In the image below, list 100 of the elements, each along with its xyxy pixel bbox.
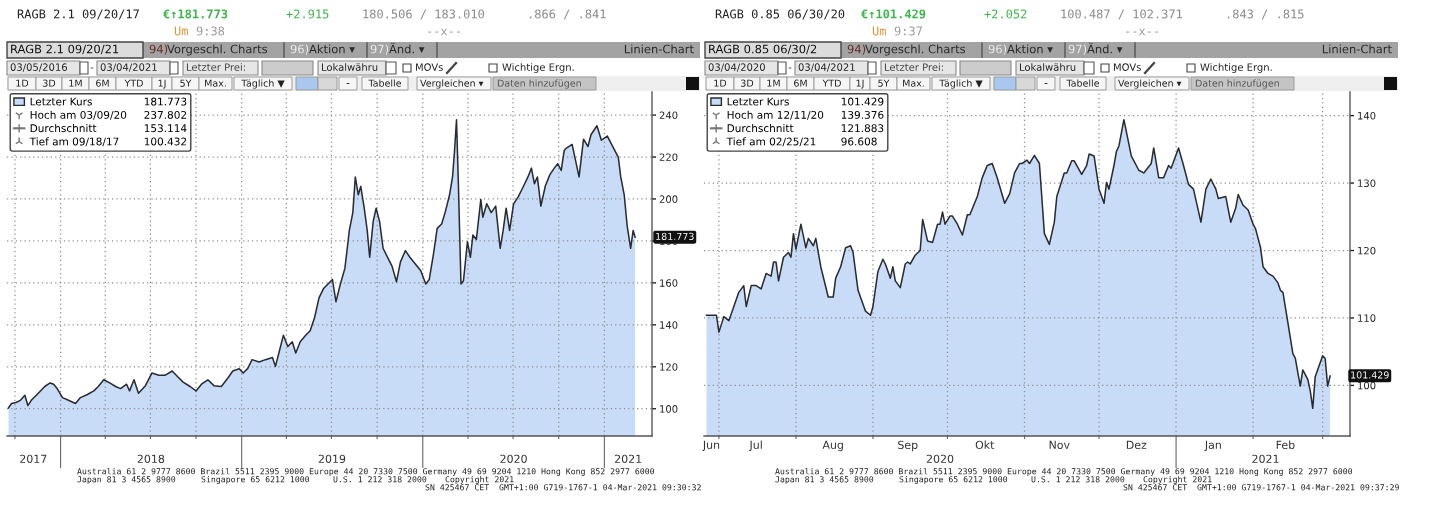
- annotation: 101.429: [841, 97, 884, 106]
- chart-title: RAGB 2.1 09/20/17: [17, 9, 139, 20]
- text: 03/04/2020: [708, 63, 765, 72]
- text: RAGB 0.85 06/30/2: [709, 44, 817, 55]
- y-tick-label: 110: [1358, 314, 1376, 322]
- text: Japan 81 3 4565 8900: [77, 476, 176, 484]
- x-tick-label: 2020: [500, 454, 527, 464]
- text: 97): [1068, 44, 1087, 55]
- y-tick-label: 130: [1358, 179, 1376, 187]
- text: U.S. 1 212 318 2000: [1031, 476, 1125, 483]
- text: .843 / .815: [1227, 9, 1304, 20]
- text: 96): [290, 44, 309, 55]
- x-tick-label: Dez: [1126, 440, 1147, 450]
- text: Änd. ▾: [1087, 42, 1123, 54]
- annotation: Hoch am 12/11/20: [727, 110, 824, 120]
- text: Japan 81 3 4565 8900: [775, 476, 874, 484]
- text: U.S. 1 212 318 2000: [333, 476, 427, 483]
- text: Linien-Chart: [1322, 44, 1392, 54]
- text: Vergleichen ▾: [420, 79, 484, 89]
- text: Wichtige Ergn.: [1200, 63, 1272, 73]
- annotation: 96.608: [841, 137, 877, 146]
- text: SN 425467 CET GMT+1:00 G719-1767-1 04-Mar-2021 09:37:29: [1123, 484, 1399, 491]
- text: 100.487 / 102.371: [1061, 9, 1182, 20]
- y-tick-label: 100: [1358, 381, 1376, 390]
- x-tick-label: 2021: [614, 454, 642, 464]
- y-tick-label: 140: [660, 321, 678, 329]
- text: 9:38: [196, 26, 225, 36]
- text: 3D: [43, 79, 56, 87]
- x-tick-label: 2017: [20, 454, 47, 464]
- y-tick-label: 120: [1358, 246, 1376, 255]
- text: 1J: [856, 79, 864, 89]
- text: MOVs: [1113, 63, 1141, 71]
- chart-title: RAGB 0.85 06/30/20: [715, 9, 845, 20]
- text: YTD: [124, 79, 143, 87]
- annotation: 237.802: [144, 110, 187, 119]
- annotation: 101.429: [1351, 371, 1389, 379]
- y-tick-label: 140: [1358, 111, 1376, 120]
- text: Max.: [205, 79, 226, 87]
- text: Wichtige Ergn.: [502, 63, 574, 73]
- text: Singapore 65 6212 1000: [201, 476, 310, 484]
- text: Um: [872, 26, 886, 36]
- text: Tabelle: [368, 79, 402, 87]
- text: 94): [149, 44, 168, 55]
- x-tick-label: Aug: [822, 440, 843, 452]
- annotation: Tief am 02/25/21: [726, 137, 816, 147]
- text: -: [788, 67, 792, 69]
- text: 6M: [794, 79, 807, 87]
- text: Daten hinzufügen: [497, 79, 581, 89]
- text: SN 425467 CET GMT+1:00 G719-1767-1 04-Mar-2021 09:30:32: [425, 484, 701, 491]
- text: Letzter Prei:: [186, 63, 245, 71]
- text: Daten hinzufügen: [1195, 79, 1279, 89]
- text: Änd. ▾: [389, 42, 425, 54]
- y-tick-label: 160: [660, 279, 678, 287]
- text: 180.506 / 183.010: [363, 9, 485, 20]
- text: 1M: [69, 79, 82, 87]
- text: Tabelle: [1066, 79, 1100, 87]
- y-tick-label: 120: [660, 363, 678, 371]
- x-tick-label: Jun: [702, 440, 720, 452]
- text: MOVs: [415, 63, 443, 71]
- text: Vorgeschl. Charts: [865, 44, 966, 56]
- text: +2.915: [286, 9, 329, 19]
- text: 03/05/2016: [10, 63, 68, 72]
- text: Australia 61 2 9777 8600 Brazil 5511 2395 9000 Europe 44 20 7330 7500 Germany 49 69 9204 1210 Hong Kong 852 2977 6000: [775, 467, 1353, 477]
- text: Vergleichen ▾: [1118, 79, 1182, 89]
- text: .866 / .841: [529, 9, 606, 20]
- text: Aktion ▾: [309, 44, 355, 54]
- text: Copyright 2021: [445, 476, 514, 484]
- text: 03/04/2021: [798, 63, 855, 72]
- x-tick-label: Sep: [898, 440, 918, 452]
- annotation: Tief am 09/18/17: [29, 137, 119, 147]
- annotation: 121.883: [841, 124, 884, 133]
- text: Australia 61 2 9777 8600 Brazil 5511 2395 9000 Europe 44 20 7330 7500 Germany 49 69 9204 1210 Hong Kong 852 2977 6000: [77, 467, 655, 477]
- text: Aktion ▾: [1007, 44, 1053, 54]
- text: YTD: [822, 79, 841, 87]
- text: RAGB 2.1 09/20/21: [11, 44, 119, 55]
- text: Max.: [903, 79, 924, 87]
- text: --x--: [428, 28, 461, 36]
- text: Copyright 2021: [1143, 476, 1212, 484]
- x-tick-label: Feb: [1276, 440, 1295, 450]
- text: €↑101.429: [861, 9, 926, 19]
- text: Täglich ▼: [939, 79, 983, 89]
- text: Lokalwähru: [321, 63, 378, 71]
- annotation: Durchschnitt: [727, 124, 794, 133]
- text: --x--: [1126, 28, 1159, 36]
- text: 6M: [96, 79, 109, 87]
- y-tick-label: 240: [659, 111, 678, 120]
- text: 1J: [158, 79, 166, 89]
- text: Letzter Prei:: [884, 63, 943, 71]
- text: Täglich ▼: [241, 79, 285, 89]
- text: -: [90, 67, 94, 69]
- text: Lokalwähru: [1019, 63, 1076, 71]
- legend-label: Letzter Kurs: [30, 97, 92, 106]
- text: €↑181.773: [163, 9, 228, 19]
- annotation: 139.376: [841, 110, 884, 119]
- text: 1D: [16, 79, 29, 87]
- y-tick-label: 200: [659, 195, 678, 203]
- x-tick-label: Okt: [975, 440, 995, 450]
- y-tick-label: 220: [659, 153, 678, 161]
- text: 3D: [741, 79, 754, 87]
- text: Linien-Chart: [624, 44, 694, 54]
